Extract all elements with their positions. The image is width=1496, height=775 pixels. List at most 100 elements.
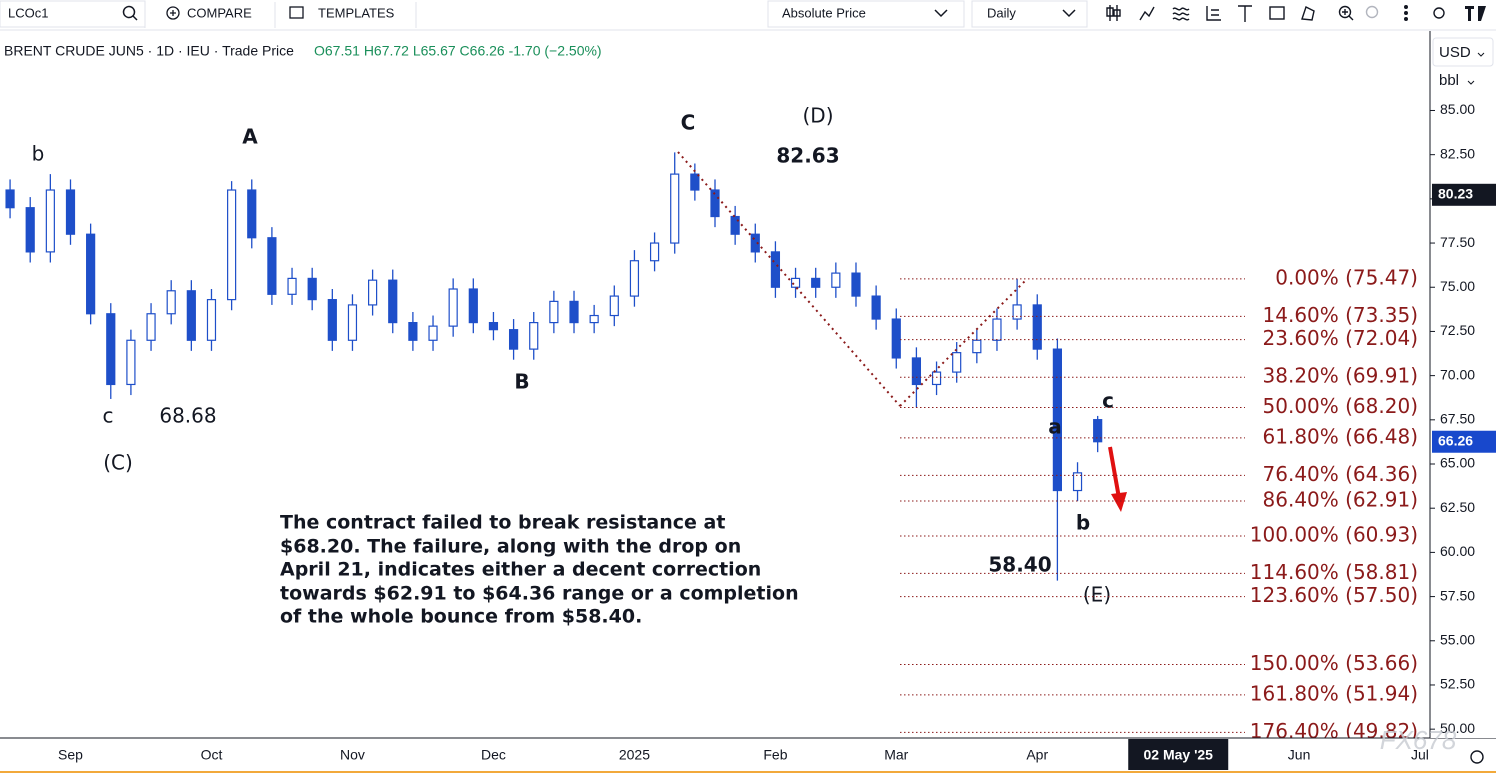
candle-body <box>166 290 176 315</box>
trend-line <box>677 151 901 407</box>
candle-body <box>1052 348 1062 492</box>
candle-body <box>992 318 1002 341</box>
candle-body <box>448 288 458 327</box>
interval[interactable]: Daily <box>987 5 1016 20</box>
x-tick-label: Nov <box>340 747 365 763</box>
text-icon[interactable] <box>1238 5 1252 22</box>
candle-body <box>730 215 740 235</box>
x-tick-label: Sep <box>58 747 83 763</box>
fib-label: 150.00% (53.66) <box>1250 651 1418 675</box>
wave-label: b <box>1076 511 1090 535</box>
price-label: 82.63 <box>776 144 839 168</box>
dropdown-arrow <box>1477 52 1485 57</box>
crosshair-x-label-bg <box>1128 739 1229 770</box>
zoom-in-icon <box>1342 9 1354 21</box>
compare-label[interactable]: COMPARE <box>187 5 252 20</box>
candle-body <box>1072 472 1083 492</box>
wave-label: c <box>103 404 114 428</box>
candle-body <box>811 277 821 288</box>
candle-body <box>65 189 76 235</box>
candle-body <box>931 371 942 386</box>
currency[interactable]: USD <box>1439 44 1471 61</box>
compare-button[interactable] <box>152 1 268 27</box>
candle-body <box>5 189 15 209</box>
zoom-in-icon[interactable] <box>1338 5 1352 19</box>
currency-select[interactable] <box>1432 37 1494 67</box>
candle-body <box>468 288 478 324</box>
candle-body <box>25 207 35 253</box>
price-mode[interactable]: Absolute Price <box>782 5 866 20</box>
settings-icon[interactable] <box>1433 7 1445 19</box>
fib-label: 86.40% (62.91) <box>1263 487 1418 511</box>
dropdown-arrow <box>1062 9 1076 18</box>
candle-body <box>831 272 841 288</box>
price-mode-select[interactable] <box>767 0 965 28</box>
candle-body <box>952 352 962 373</box>
candle-body <box>1032 304 1042 350</box>
y-tick-label: 82.50 <box>1440 145 1475 161</box>
y-tick-label: 60.00 <box>1440 543 1475 559</box>
wave-label: A <box>242 125 258 149</box>
x-tick-label: Jul <box>1411 747 1429 763</box>
search-icon[interactable] <box>122 5 136 19</box>
candle-body <box>549 300 559 324</box>
candle-body <box>629 260 640 297</box>
price-label: 58.40 <box>988 553 1051 577</box>
candle-body <box>307 277 317 301</box>
note-line: of the whole bounce from $58.40. <box>280 606 642 628</box>
fib-label: 61.80% (66.48) <box>1263 424 1418 448</box>
x-tick-label: Feb <box>763 747 787 763</box>
fib-label: 0.00% (75.47) <box>1275 265 1418 289</box>
note-line: towards $62.91 to $64.36 range or a comp… <box>280 583 799 605</box>
interval-select[interactable] <box>971 0 1088 28</box>
y-axis: USD bbl 85.0082.5080.0077.5075.0072.5070… <box>1429 31 1496 738</box>
unit[interactable]: bbl <box>1439 72 1459 89</box>
y-tick-label: 50.00 <box>1440 720 1475 736</box>
candle-body <box>508 329 519 350</box>
candle-body <box>911 357 922 386</box>
shape-icon[interactable] <box>1301 6 1315 21</box>
candle-body <box>770 251 781 288</box>
zoom-out-icon[interactable] <box>1365 5 1379 19</box>
x-tick-label: Dec <box>481 747 506 763</box>
fib-icon[interactable] <box>1206 6 1221 21</box>
candle-body <box>891 318 901 359</box>
wave-labels: b A C (D) 82.63 c 68.68 (C) B a c b 58.4… <box>32 104 1114 607</box>
price-label: 68.68 <box>159 404 216 428</box>
note-line: $68.20. The failure, along with the drop… <box>280 536 741 558</box>
y-tick-label: 55.00 <box>1440 631 1475 647</box>
fib-label: 76.40% (64.36) <box>1263 462 1418 486</box>
wave-icon[interactable] <box>1172 7 1190 21</box>
candle-body <box>327 299 337 341</box>
wave-label: (C) <box>103 451 133 475</box>
settings-icon[interactable] <box>1470 750 1484 764</box>
candle-body <box>267 237 277 295</box>
arrow <box>1108 446 1121 499</box>
fib-label: 123.60% (57.50) <box>1250 583 1418 607</box>
note-line: The contract failed to break resistance … <box>280 512 725 534</box>
more-icon <box>1403 17 1408 22</box>
indicator-icon[interactable] <box>1139 6 1155 21</box>
y-tick-label: 77.50 <box>1440 234 1475 250</box>
candle-body <box>126 339 136 386</box>
rect-icon[interactable] <box>1269 6 1285 20</box>
x-tick-label: 2025 <box>619 747 650 763</box>
price-marker-label: 80.23 <box>1438 185 1473 201</box>
candle-body <box>408 321 418 341</box>
x-tick-label: Oct <box>201 747 223 763</box>
candles-icon[interactable] <box>1106 5 1121 21</box>
candle-body <box>347 304 358 341</box>
y-tick-label: 72.50 <box>1440 322 1475 338</box>
crosshair-x-label: 02 May '25 <box>1143 747 1213 763</box>
more-icon[interactable] <box>1403 4 1408 9</box>
symbol[interactable]: LCOc1 <box>8 5 48 20</box>
candle-body <box>670 173 680 244</box>
arrow-head <box>1111 492 1127 512</box>
fib-label: 23.60% (72.04) <box>1263 326 1418 350</box>
candle-body <box>368 279 378 306</box>
wave-label: b <box>32 142 45 166</box>
templates-label[interactable]: TEMPLATES <box>318 5 395 20</box>
fib-levels: 0.00% (75.47) 14.60% (73.35)23.60% (72.04… <box>900 265 1418 743</box>
